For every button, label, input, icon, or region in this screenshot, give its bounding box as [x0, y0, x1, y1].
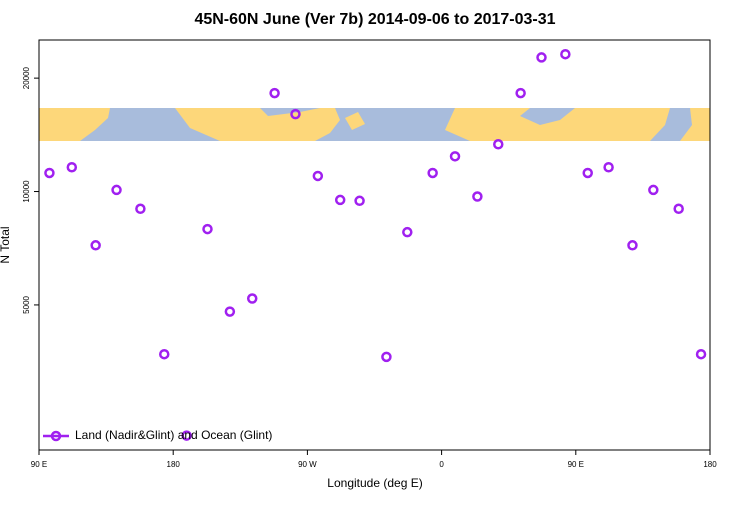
point: [334, 194, 346, 206]
point: [354, 195, 365, 207]
point: [472, 191, 483, 202]
x-tick-label: 180: [703, 460, 717, 469]
x-tick-label: 90 E: [568, 460, 584, 469]
chart-title: 45N-60N June (Ver 7b) 2014-09-06 to 2017…: [194, 11, 555, 28]
point: [111, 184, 122, 196]
point: [673, 203, 684, 215]
point: [427, 167, 438, 179]
map-band: [39, 108, 710, 141]
legend-marker: [50, 430, 62, 442]
x-tick-label: 180: [167, 460, 181, 469]
plot-frame: [38, 39, 711, 451]
y-tick-label: 10000: [22, 180, 31, 203]
legend-label: Land (Nadir&Glint) and Ocean (Glint): [75, 428, 272, 442]
point: [66, 162, 78, 173]
point: [90, 240, 101, 251]
x-tick-label: 90 E: [31, 460, 47, 469]
point: [135, 203, 146, 215]
point: [44, 167, 55, 179]
point: [449, 151, 461, 162]
point: [202, 223, 213, 235]
point: [582, 167, 593, 179]
point: [695, 348, 707, 360]
x-tick-label: 0: [439, 460, 444, 469]
y-axis-label: N Total: [0, 226, 12, 263]
point: [536, 52, 547, 63]
y-tick-label: 20000: [22, 66, 31, 89]
point: [269, 87, 280, 99]
point: [402, 226, 413, 238]
point: [627, 240, 638, 251]
point: [603, 162, 614, 173]
point: [648, 184, 659, 196]
point: [290, 108, 301, 120]
point: [246, 293, 258, 304]
point: [159, 348, 170, 360]
x-tick-label: 90 W: [298, 460, 317, 469]
point: [515, 87, 526, 99]
x-axis-label: Longitude (deg E): [327, 476, 422, 490]
point: [493, 139, 504, 150]
point: [224, 306, 236, 317]
point: [312, 170, 324, 182]
y-tick-label: 5000: [22, 295, 31, 313]
point: [381, 351, 392, 363]
point: [560, 48, 571, 60]
point: [181, 430, 192, 441]
